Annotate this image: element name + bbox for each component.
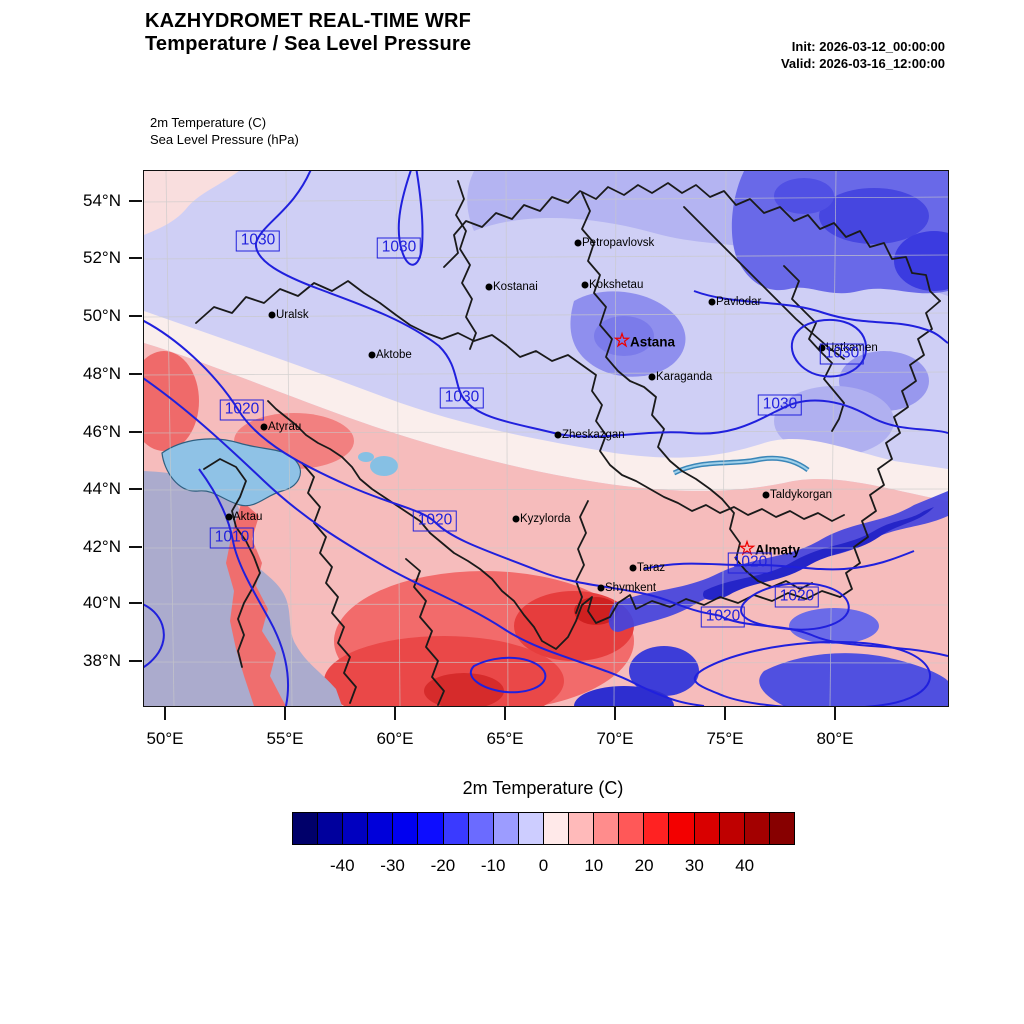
lat-tick-mark xyxy=(129,546,142,548)
graticule xyxy=(144,171,948,706)
pressure-contours xyxy=(144,171,948,706)
run-times: Init: 2026-03-12_00:00:00 Valid: 2026-03… xyxy=(781,38,945,72)
colorbar-segment xyxy=(669,813,695,844)
colorbar-segment xyxy=(594,813,620,844)
field-label-pressure: Sea Level Pressure (hPa) xyxy=(150,132,299,147)
lon-tick-label: 60°E xyxy=(376,729,414,748)
colorbar-segment xyxy=(744,813,770,844)
colorbar-segment xyxy=(543,813,570,844)
page-title: KAZHYDROMET REAL-TIME WRF xyxy=(145,10,472,32)
lat-tick-label: 50°N xyxy=(83,306,121,325)
colorbar-tick-label: 0 xyxy=(538,856,549,875)
lat-tick-mark xyxy=(129,660,142,662)
colorbar-tick-label: 30 xyxy=(684,856,704,875)
colorbar-segment xyxy=(368,813,394,844)
lat-tick-mark xyxy=(129,200,142,202)
colorbar-segment xyxy=(694,813,720,844)
region-borders xyxy=(195,180,941,706)
aral-lake xyxy=(370,456,398,476)
lat-tick-label: 52°N xyxy=(83,248,121,267)
lat-tick-mark xyxy=(129,431,142,433)
colorbar-segment xyxy=(468,813,494,844)
colorbar-segment xyxy=(418,813,444,844)
colorbar-segment xyxy=(343,813,369,844)
lat-tick-label: 46°N xyxy=(83,422,121,441)
lat-tick-mark xyxy=(129,373,142,375)
colorbar xyxy=(292,812,795,845)
colorbar-segment xyxy=(644,813,670,844)
page-subtitle: Temperature / Sea Level Pressure xyxy=(145,33,472,55)
lon-tick-label: 75°E xyxy=(706,729,744,748)
colorbar-segment xyxy=(293,813,319,844)
lon-tick-mark xyxy=(614,707,616,720)
lon-tick-mark xyxy=(164,707,166,720)
lat-tick-label: 38°N xyxy=(83,651,121,670)
lon-tick-mark xyxy=(724,707,726,720)
colorbar-tick-label: -20 xyxy=(430,856,456,875)
map-canvas xyxy=(143,170,949,707)
lat-tick-mark xyxy=(129,315,142,317)
lon-tick-label: 65°E xyxy=(486,729,524,748)
lon-tick-label: 80°E xyxy=(816,729,854,748)
caspian-sea xyxy=(161,438,301,507)
field-label-temperature: 2m Temperature (C) xyxy=(150,115,267,130)
colorbar-tick-label: 10 xyxy=(584,856,604,875)
lat-tick-label: 42°N xyxy=(83,537,121,556)
colorbar-segment xyxy=(769,813,794,844)
lat-tick-mark xyxy=(129,257,142,259)
colorbar-segment xyxy=(493,813,519,844)
colorbar-tick-label: 40 xyxy=(735,856,755,875)
map-art xyxy=(144,171,948,706)
lon-tick-mark xyxy=(504,707,506,720)
init-time: Init: 2026-03-12_00:00:00 xyxy=(791,39,945,54)
colorbar-segment xyxy=(619,813,645,844)
colorbar-tick-label: 20 xyxy=(634,856,654,875)
lon-tick-mark xyxy=(394,707,396,720)
lat-tick-mark xyxy=(129,602,142,604)
lat-tick-label: 44°N xyxy=(83,479,121,498)
lat-tick-label: 48°N xyxy=(83,364,121,383)
lat-tick-label: 40°N xyxy=(83,593,121,612)
colorbar-segment xyxy=(393,813,419,844)
colorbar-tick-label: -40 xyxy=(330,856,355,875)
colorbar-tick-label: -10 xyxy=(480,856,506,875)
lon-tick-mark xyxy=(834,707,836,720)
field-labels: 2m Temperature (C) Sea Level Pressure (h… xyxy=(150,114,299,148)
lon-tick-label: 55°E xyxy=(266,729,304,748)
lon-tick-label: 70°E xyxy=(596,729,634,748)
lon-tick-mark xyxy=(284,707,286,720)
colorbar-title: 2m Temperature (C) xyxy=(462,778,624,798)
lat-tick-label: 54°N xyxy=(83,191,121,210)
lat-tick-mark xyxy=(129,488,142,490)
colorbar-segment xyxy=(569,813,595,844)
colorbar-tick-label: -30 xyxy=(380,856,405,875)
lon-tick-label: 50°E xyxy=(146,729,184,748)
colorbar-segment xyxy=(443,813,469,844)
colorbar-segment xyxy=(318,813,344,844)
title-block: KAZHYDROMET REAL-TIME WRF Temperature / … xyxy=(145,10,471,56)
colorbar-segment xyxy=(719,813,745,844)
colorbar-segment xyxy=(518,813,544,844)
valid-time: Valid: 2026-03-16_12:00:00 xyxy=(780,56,945,71)
